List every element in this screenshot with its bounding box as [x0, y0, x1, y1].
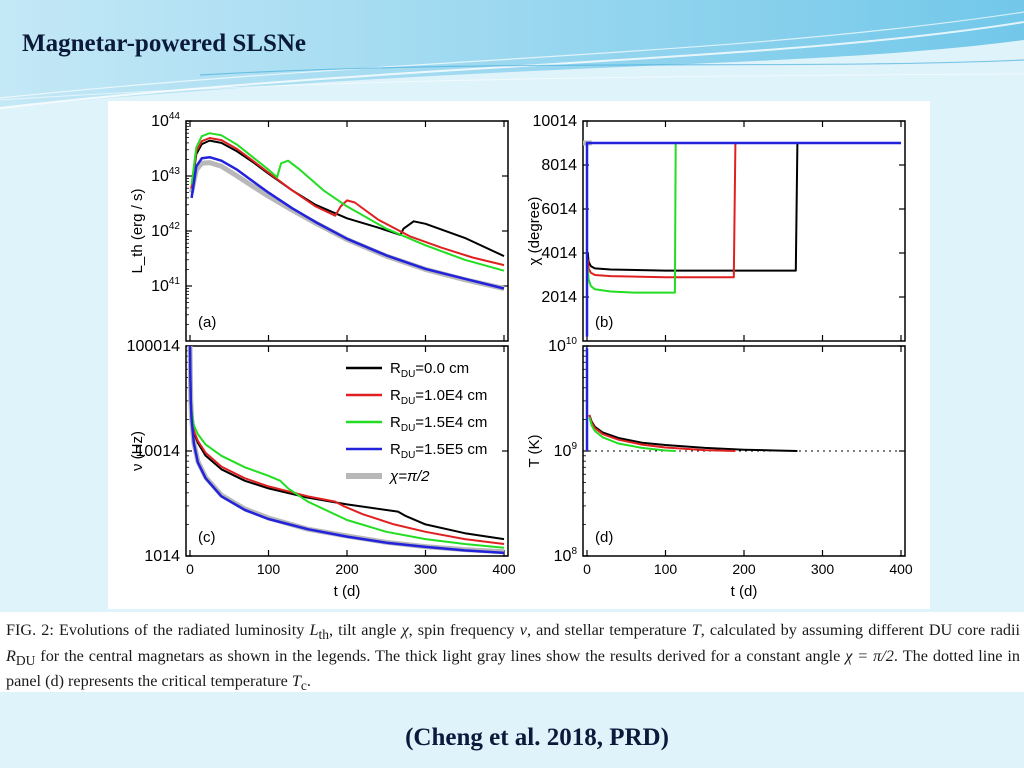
- legend-entry-label: RDU=1.5E4 cm: [390, 414, 487, 434]
- panel-c-xtick-label: 200: [335, 561, 359, 577]
- panel-d-xtick-label: 0: [583, 561, 591, 577]
- panel-d-xtick-label: 100: [654, 561, 678, 577]
- panel-a-ytick-label: 1043: [151, 166, 180, 185]
- panel-a-label: (a): [198, 314, 216, 331]
- panel-c-label: (c): [198, 529, 216, 546]
- panel-d-ytick-label: 109: [554, 441, 578, 460]
- panel-d-ylabel: T (K): [526, 434, 543, 467]
- panel-d-xtick-label: 400: [889, 561, 913, 577]
- panel-a-ytick-label: 1041: [151, 276, 180, 295]
- panel-b-ytick-label: 6014: [541, 201, 577, 218]
- caption-box: FIG. 2: Evolutions of the radiated lumin…: [0, 612, 1024, 694]
- panel-d-series-line: [588, 416, 676, 452]
- panel-c-ytick-label: 100014: [127, 338, 180, 355]
- slide-title: Magnetar-powered SLSNe: [22, 30, 306, 57]
- legend-entry-label: RDU=0.0 cm: [390, 360, 469, 380]
- panel-d-series-line: [588, 414, 798, 452]
- figure-panel: 1041 1042 1043 1044 L_th (erg / s) (a) 2014 401…: [108, 101, 930, 609]
- panel-d-series-line: [588, 414, 736, 452]
- panel-b-ytick-label: 10014: [533, 113, 578, 130]
- panel-b-series-line: [586, 142, 901, 294]
- panel-a-ytick-label: 1044: [151, 111, 180, 130]
- panel-d-xtick-label: 300: [811, 561, 835, 577]
- caption-fig-label: FIG. 2:: [6, 621, 54, 639]
- panel-d-ytick-label: 1010: [548, 336, 577, 355]
- panel-b-series-line: [586, 142, 901, 279]
- legend-entry-label: RDU=1.5E5 cm: [390, 441, 487, 461]
- panel-a-frame: [185, 120, 509, 342]
- panel-b-ylabel: χ (degree): [526, 197, 543, 266]
- legend-entry-label: χ=π/2: [388, 468, 430, 485]
- panel-c-series-line: [188, 346, 505, 555]
- panel-d-xtick-label: 200: [732, 561, 756, 577]
- panel-a-series-line: [190, 137, 505, 267]
- figure-chart: 1041 1042 1043 1044 L_th (erg / s) (a) 2014 401…: [127, 111, 913, 600]
- panel-c-ytick-label: 1014: [144, 548, 180, 565]
- panel-b-ytick-label: 2014: [541, 289, 577, 306]
- panel-c-ytick-label: 10014: [136, 443, 181, 460]
- panel-c-xtick-label: 100: [257, 561, 281, 577]
- panel-d-xlabel: t (d): [731, 583, 758, 600]
- panel-b-ytick-label: 8014: [541, 157, 577, 174]
- panel-a-series-line: [190, 132, 505, 272]
- panel-a-ylabel: L_th (erg / s): [129, 188, 146, 273]
- panel-c-xlabel: t (d): [334, 583, 361, 600]
- panel-b-ytick-label: 4014: [541, 245, 577, 262]
- panel-c-xtick-label: 300: [414, 561, 438, 577]
- panel-c-xtick-label: 400: [492, 561, 516, 577]
- citation: (Cheng et al. 2018, PRD): [405, 724, 669, 751]
- figure-caption: FIG. 2: Evolutions of the radiated lumin…: [6, 621, 1020, 694]
- panel-c-xtick-label: 0: [186, 561, 194, 577]
- panel-b-label: (b): [595, 314, 613, 331]
- panel-c-ylabel: ν (Hz): [129, 431, 146, 471]
- panel-d-label: (d): [595, 529, 613, 546]
- panel-b-series-line: [585, 141, 901, 337]
- panel-a-series-line: [189, 160, 505, 291]
- legend-entry-label: RDU=1.0E4 cm: [390, 387, 487, 407]
- panel-a-series-line: [190, 155, 505, 290]
- panel-b-frame: [582, 120, 906, 342]
- panel-a-ytick-label: 1042: [151, 221, 180, 240]
- panel-b-series-line: [586, 142, 901, 272]
- panel-d-ytick-label: 108: [554, 546, 578, 565]
